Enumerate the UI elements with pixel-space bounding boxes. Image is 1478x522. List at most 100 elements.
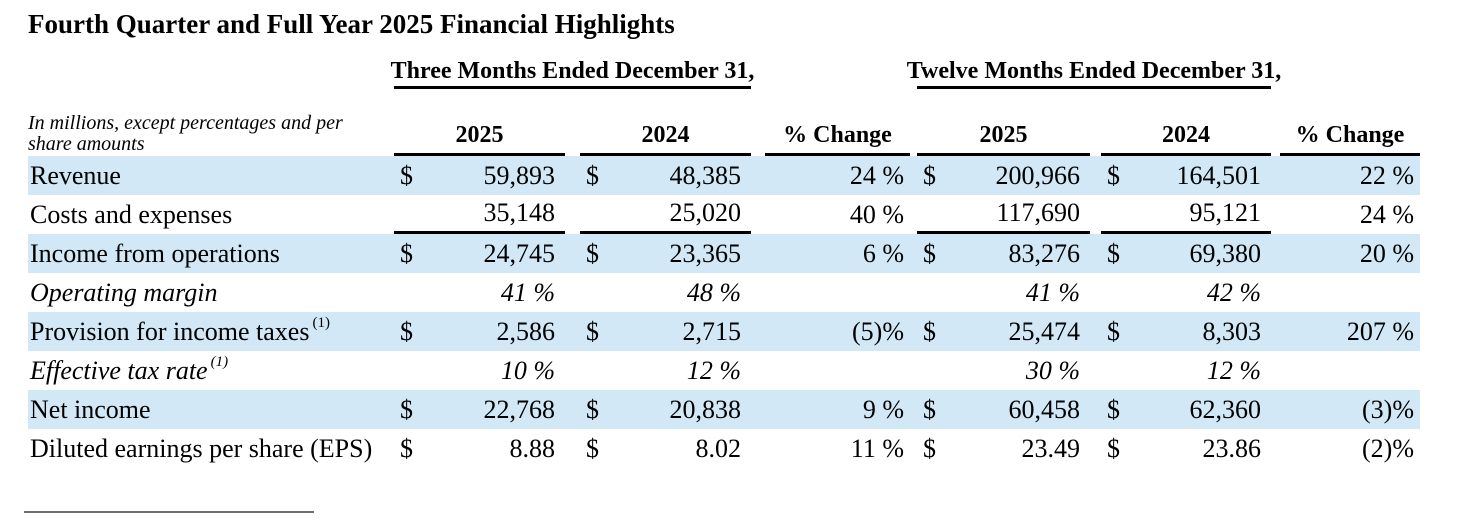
pct-change-cell: 24 % xyxy=(1359,199,1414,229)
cell-value: 8.88 xyxy=(509,433,556,463)
value-cell: 117,690 xyxy=(917,195,1090,234)
period-group-header-row: Three Months Ended December 31, Twelve M… xyxy=(28,56,1420,89)
cell-value: 69,380 xyxy=(1189,238,1262,268)
value-cell: $25,474 xyxy=(917,312,1090,351)
col-header-12mo-2025: 2025 xyxy=(917,89,1090,156)
value-cell: $23,365 xyxy=(580,234,751,273)
col-header-12mo-2024: 2024 xyxy=(1101,89,1271,156)
row-label-text: Net income xyxy=(30,394,151,424)
pct-change-cell: 24 % xyxy=(849,160,904,190)
pct-change-cell: 207 % xyxy=(1346,316,1414,346)
cell-value: 20,838 xyxy=(669,394,742,424)
row-label-text: Diluted earnings per share (EPS) xyxy=(30,433,373,463)
row-label: Effective tax rate (1) xyxy=(30,353,229,385)
value-cell: $48,385 xyxy=(580,156,751,195)
group-header-three-months: Three Months Ended December 31, xyxy=(391,56,754,89)
table-row: Diluted earnings per share (EPS) $8.88 $8.… xyxy=(28,429,1420,468)
currency-symbol: $ xyxy=(923,160,936,190)
cell-value: 41 % xyxy=(500,277,555,307)
value-cell: $60,458 xyxy=(917,390,1090,429)
value-cell: $24,745 xyxy=(394,234,565,273)
row-label-text: Provision for income taxes xyxy=(30,316,310,346)
cell-value: 8,303 xyxy=(1202,316,1262,346)
value-cell: $8.02 xyxy=(580,429,751,468)
cell-value: 95,121 xyxy=(1189,198,1262,227)
pct-change-cell xyxy=(765,273,910,312)
pct-change-cell xyxy=(765,351,910,390)
currency-symbol: $ xyxy=(923,394,936,424)
currency-symbol: $ xyxy=(400,433,413,463)
currency-symbol: $ xyxy=(923,238,936,268)
cell-value: 117,690 xyxy=(996,198,1080,227)
pct-change-cell: (2)% xyxy=(1362,433,1414,463)
currency-symbol: $ xyxy=(586,160,599,190)
cell-value: 2,715 xyxy=(682,316,742,346)
value-cell: $59,893 xyxy=(394,156,565,195)
cell-value: 22,768 xyxy=(483,394,556,424)
column-header-row: In millions, except percentages and per … xyxy=(28,89,1420,156)
table-row: Costs and expenses 35,148 25,020 40 % 117,69… xyxy=(28,195,1420,234)
currency-symbol: $ xyxy=(586,238,599,268)
value-cell: 48 % xyxy=(580,273,751,312)
cell-value: 25,474 xyxy=(1008,316,1081,346)
value-cell: $83,276 xyxy=(917,234,1090,273)
currency-symbol: $ xyxy=(400,316,413,346)
value-cell: 25,020 xyxy=(580,195,751,234)
value-cell: $2,715 xyxy=(580,312,751,351)
currency-symbol: $ xyxy=(400,394,413,424)
row-label: Diluted earnings per share (EPS) xyxy=(28,429,394,468)
value-cell: 10 % xyxy=(394,351,565,390)
value-cell: $8,303 xyxy=(1101,312,1271,351)
table-row: Revenue $59,893 $48,385 24 % $200,966 $164,50… xyxy=(28,156,1420,195)
row-label: Provision for income taxes (1) xyxy=(30,314,330,346)
row-label: Operating margin xyxy=(28,273,394,312)
footnote-divider xyxy=(24,511,314,513)
table-body: Revenue $59,893 $48,385 24 % $200,966 $164,50… xyxy=(28,156,1420,468)
value-cell: $164,501 xyxy=(1101,156,1271,195)
value-cell: 95,121 xyxy=(1101,195,1271,234)
row-label-text: Operating margin xyxy=(30,277,218,307)
row-label: Costs and expenses xyxy=(28,195,394,234)
cell-value: 62,360 xyxy=(1189,394,1262,424)
currency-symbol: $ xyxy=(1107,433,1120,463)
table-row: Operating margin 41 % 48 % 41 % 42 % xyxy=(28,273,1420,312)
currency-symbol: $ xyxy=(1107,316,1120,346)
currency-symbol: $ xyxy=(586,316,599,346)
col-header-3mo-pct-change: % Change xyxy=(765,89,910,156)
cell-value: 2,586 xyxy=(496,316,556,346)
table-row: Net income $22,768 $20,838 9 % $60,458 $62,36… xyxy=(28,390,1420,429)
value-cell: $22,768 xyxy=(394,390,565,429)
currency-symbol: $ xyxy=(400,238,413,268)
value-cell: $62,360 xyxy=(1101,390,1271,429)
currency-symbol: $ xyxy=(586,433,599,463)
col-header-12mo-pct-change: % Change xyxy=(1280,89,1420,156)
value-cell: 12 % xyxy=(580,351,751,390)
pct-change-cell: (3)% xyxy=(1362,394,1414,424)
cell-value: 59,893 xyxy=(483,160,556,190)
cell-value: 12 % xyxy=(1206,355,1261,385)
cell-value: 10 % xyxy=(500,355,555,385)
cell-value: 200,966 xyxy=(995,160,1081,190)
value-cell: $20,838 xyxy=(580,390,751,429)
value-cell: 41 % xyxy=(394,273,565,312)
cell-value: 12 % xyxy=(686,355,741,385)
currency-symbol: $ xyxy=(586,394,599,424)
value-cell: 42 % xyxy=(1101,273,1271,312)
table-row: Effective tax rate (1) 10 % 12 % 30 % 12 % xyxy=(28,351,1420,390)
cell-value: 42 % xyxy=(1206,277,1261,307)
cell-value: 24,745 xyxy=(483,238,556,268)
currency-symbol: $ xyxy=(1107,238,1120,268)
pct-change-cell: 9 % xyxy=(862,394,904,424)
currency-symbol: $ xyxy=(400,160,413,190)
pct-change-cell: 20 % xyxy=(1359,238,1414,268)
cell-value: 30 % xyxy=(1025,355,1080,385)
row-label-text: Revenue xyxy=(30,160,121,190)
cell-value: 8.02 xyxy=(695,433,742,463)
cell-value: 60,458 xyxy=(1008,394,1081,424)
table-row: Provision for income taxes (1) $2,586 $2,71… xyxy=(28,312,1420,351)
value-cell: 41 % xyxy=(917,273,1090,312)
group-header-twelve-months: Twelve Months Ended December 31, xyxy=(907,56,1281,89)
value-cell: 12 % xyxy=(1101,351,1271,390)
row-label: Revenue xyxy=(28,156,394,195)
pct-change-cell xyxy=(1280,351,1420,390)
